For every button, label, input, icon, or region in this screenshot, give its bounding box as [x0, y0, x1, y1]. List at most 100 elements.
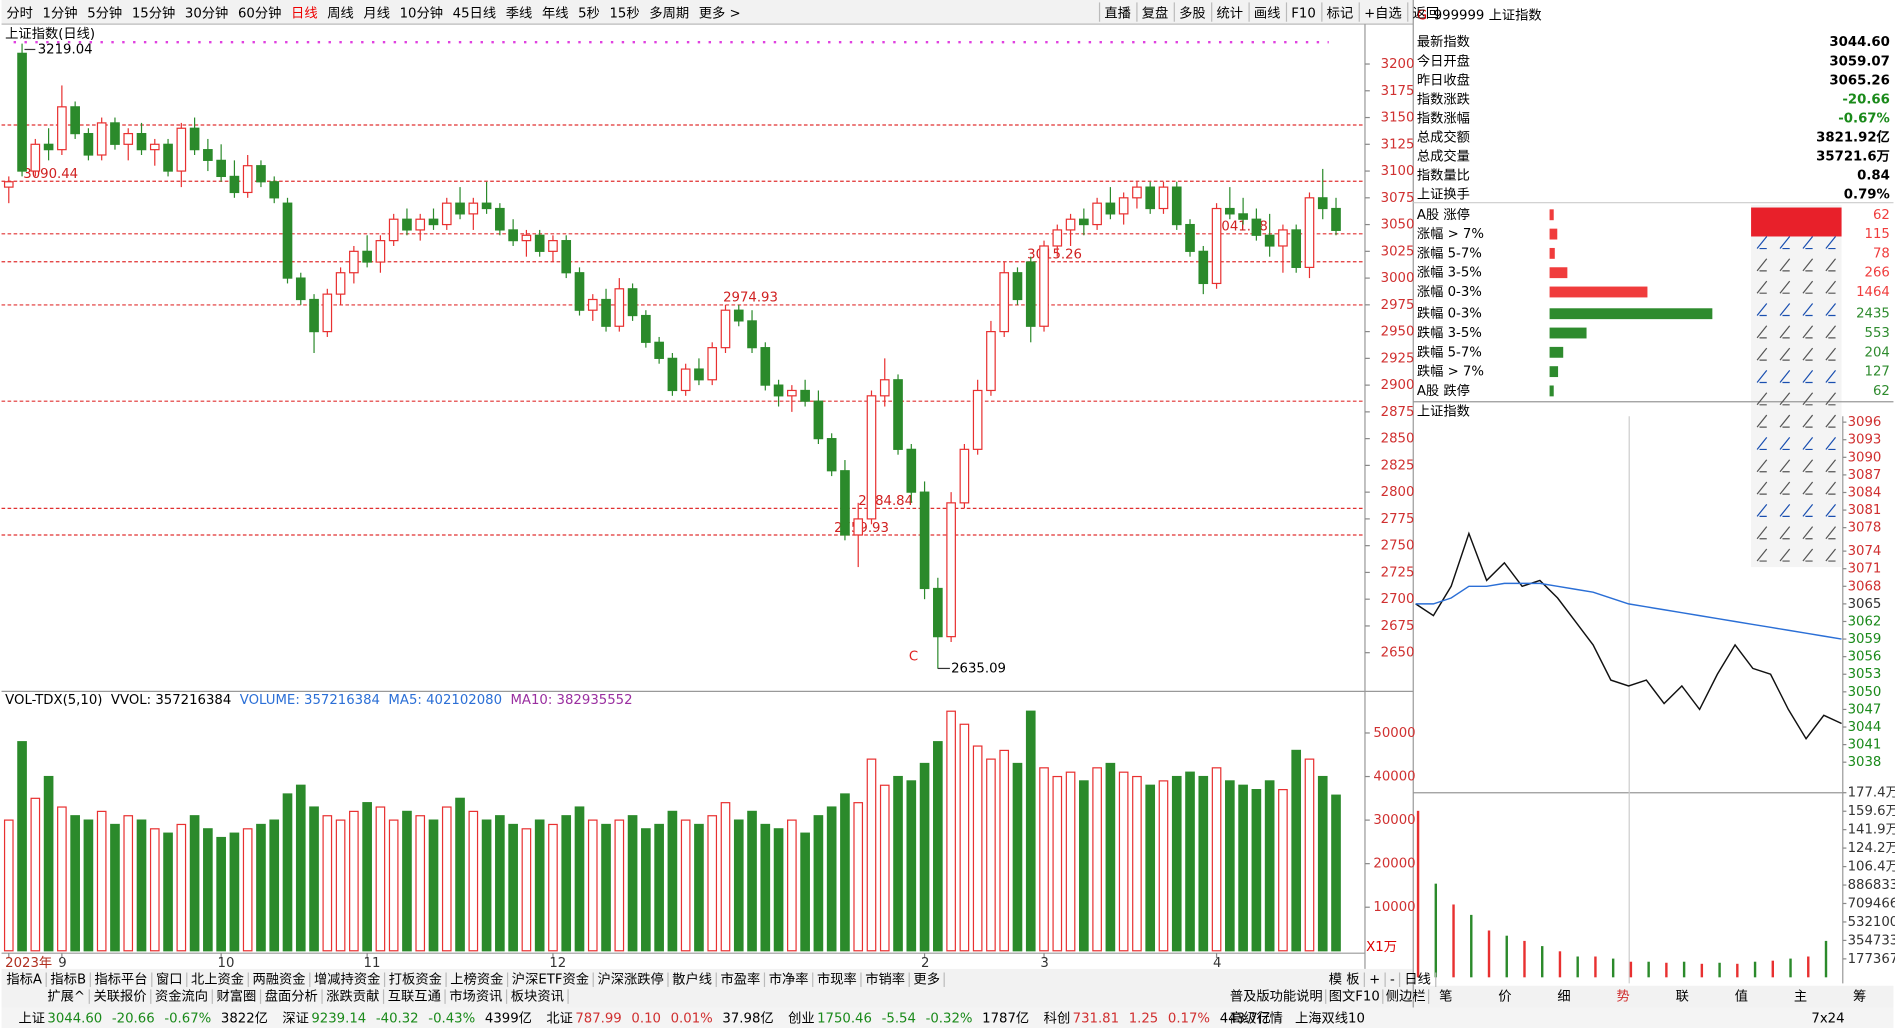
- palette-icon[interactable]: [1802, 303, 1814, 317]
- palette-icon[interactable]: [1756, 548, 1768, 562]
- palette-icon[interactable]: [1825, 303, 1837, 317]
- bottom-tab[interactable]: 打板资金: [389, 972, 442, 988]
- period-tab[interactable]: 多周期: [649, 4, 689, 21]
- palette-icon[interactable]: [1779, 236, 1791, 250]
- toolbar-button[interactable]: +自选: [1364, 5, 1402, 21]
- palette-icon[interactable]: [1756, 392, 1768, 406]
- status-link[interactable]: 上海双线10: [1295, 1010, 1365, 1026]
- palette-icon[interactable]: [1802, 481, 1814, 495]
- palette-icon[interactable]: [1779, 459, 1791, 473]
- palette-icon[interactable]: [1825, 526, 1837, 540]
- palette-icon[interactable]: [1802, 370, 1814, 384]
- side-tab[interactable]: 价: [1498, 990, 1511, 1005]
- period-tab[interactable]: 1分钟: [43, 4, 78, 21]
- bottom-tab[interactable]: 扩展^: [47, 989, 85, 1005]
- palette-icon[interactable]: [1802, 236, 1814, 250]
- palette-icon[interactable]: [1756, 526, 1768, 540]
- palette-icon[interactable]: [1802, 280, 1814, 294]
- toolbar-button[interactable]: 统计: [1217, 5, 1244, 21]
- palette-icon[interactable]: [1802, 347, 1814, 361]
- period-tab[interactable]: 更多 >: [699, 4, 741, 21]
- palette-icon[interactable]: [1779, 370, 1791, 384]
- palette-icon[interactable]: [1802, 258, 1814, 272]
- bottom-tab[interactable]: 散户线: [672, 971, 712, 988]
- toolbar-button[interactable]: 画线: [1254, 5, 1281, 21]
- palette-icon[interactable]: [1825, 370, 1837, 384]
- toolbar-button[interactable]: 标记: [1327, 5, 1354, 21]
- palette-icon[interactable]: [1779, 347, 1791, 361]
- bottom-tab[interactable]: 沪深涨跌停: [597, 971, 663, 988]
- bottom-tab[interactable]: 市现率: [817, 971, 857, 988]
- palette-icon[interactable]: [1802, 437, 1814, 451]
- side-tab[interactable]: 联: [1676, 989, 1689, 1005]
- palette-icon[interactable]: [1802, 526, 1814, 540]
- palette-icon[interactable]: [1779, 258, 1791, 272]
- side-tab[interactable]: 笔: [1439, 989, 1452, 1005]
- bottom-tab[interactable]: 上榜资金: [450, 971, 503, 988]
- bottom-tab[interactable]: 互联互通: [388, 989, 441, 1005]
- bottom-tab[interactable]: 市销率: [865, 971, 905, 988]
- palette-icon[interactable]: [1825, 392, 1837, 406]
- palette-icon[interactable]: [1802, 325, 1814, 339]
- toolbar-button[interactable]: 复盘: [1142, 4, 1169, 21]
- toolbar-button[interactable]: 直播: [1104, 5, 1131, 21]
- side-tab[interactable]: 细: [1557, 989, 1570, 1005]
- palette-icon[interactable]: [1825, 437, 1837, 451]
- palette-icon[interactable]: [1779, 481, 1791, 495]
- palette-icon[interactable]: [1756, 481, 1768, 495]
- period-tab[interactable]: 15分钟: [132, 4, 175, 21]
- palette-icon[interactable]: [1779, 526, 1791, 540]
- bottom-tab[interactable]: 北上资金: [191, 972, 244, 988]
- palette-icon[interactable]: [1779, 437, 1791, 451]
- palette-icon[interactable]: [1779, 303, 1791, 317]
- bottom-tab[interactable]: 更多: [913, 971, 940, 988]
- bottom-tab[interactable]: 普及版功能说明: [1230, 989, 1323, 1005]
- palette-icon[interactable]: [1825, 503, 1837, 518]
- palette-icon[interactable]: [1756, 437, 1768, 451]
- palette-icon[interactable]: [1756, 236, 1768, 250]
- palette-icon[interactable]: [1802, 414, 1814, 428]
- palette-icon[interactable]: [1779, 548, 1791, 562]
- bottom-tab[interactable]: 盘面分析: [265, 988, 318, 1005]
- period-tab[interactable]: 5分钟: [87, 4, 122, 21]
- period-tab[interactable]: 月线: [363, 5, 390, 21]
- bottom-tab[interactable]: 日线: [1404, 972, 1431, 988]
- bottom-tab[interactable]: 市场资讯: [449, 988, 502, 1005]
- period-tab[interactable]: 5秒: [578, 5, 600, 21]
- period-tab[interactable]: 30分钟: [185, 4, 228, 21]
- period-tab[interactable]: 15秒: [609, 5, 639, 21]
- palette-icon[interactable]: [1802, 503, 1814, 518]
- palette-icon[interactable]: [1779, 414, 1791, 428]
- palette-icon[interactable]: [1756, 414, 1768, 428]
- palette-icon[interactable]: [1779, 325, 1791, 339]
- bottom-tab[interactable]: 图文F10: [1329, 989, 1380, 1005]
- bottom-tab[interactable]: 板块资讯: [511, 989, 564, 1005]
- palette-icon[interactable]: [1825, 347, 1837, 361]
- palette-icon[interactable]: [1825, 325, 1837, 339]
- palette-icon[interactable]: [1756, 325, 1768, 339]
- toolbar-button[interactable]: 多股: [1179, 4, 1206, 21]
- palette-icon[interactable]: [1825, 280, 1837, 294]
- side-tab[interactable]: 主: [1794, 989, 1807, 1005]
- bottom-tab[interactable]: 市净率: [769, 971, 809, 988]
- toolbar-button[interactable]: F10: [1291, 6, 1316, 21]
- bottom-tab[interactable]: 两融资金: [253, 972, 306, 988]
- palette-icon[interactable]: [1802, 548, 1814, 562]
- palette-icon[interactable]: [1825, 414, 1837, 428]
- palette-icon[interactable]: [1756, 370, 1768, 384]
- palette-icon[interactable]: [1756, 347, 1768, 361]
- period-tab[interactable]: 日线: [291, 5, 318, 21]
- palette-icon[interactable]: [1825, 481, 1837, 495]
- bottom-tab[interactable]: 资金流向: [155, 989, 208, 1005]
- period-tab[interactable]: 分时: [6, 5, 33, 21]
- palette-icon[interactable]: [1825, 548, 1837, 562]
- palette-icon[interactable]: [1802, 392, 1814, 406]
- side-tab[interactable]: 筹: [1853, 988, 1866, 1005]
- bottom-tab[interactable]: 增减持资金: [314, 972, 380, 988]
- palette-icon[interactable]: [1779, 503, 1791, 518]
- bottom-tab[interactable]: 财富圈: [217, 988, 257, 1005]
- bottom-tab[interactable]: 侧边栏: [1386, 989, 1426, 1005]
- palette-icon[interactable]: [1779, 280, 1791, 294]
- bottom-tab[interactable]: 市盈率: [720, 971, 760, 988]
- period-tab[interactable]: 45日线: [453, 5, 496, 21]
